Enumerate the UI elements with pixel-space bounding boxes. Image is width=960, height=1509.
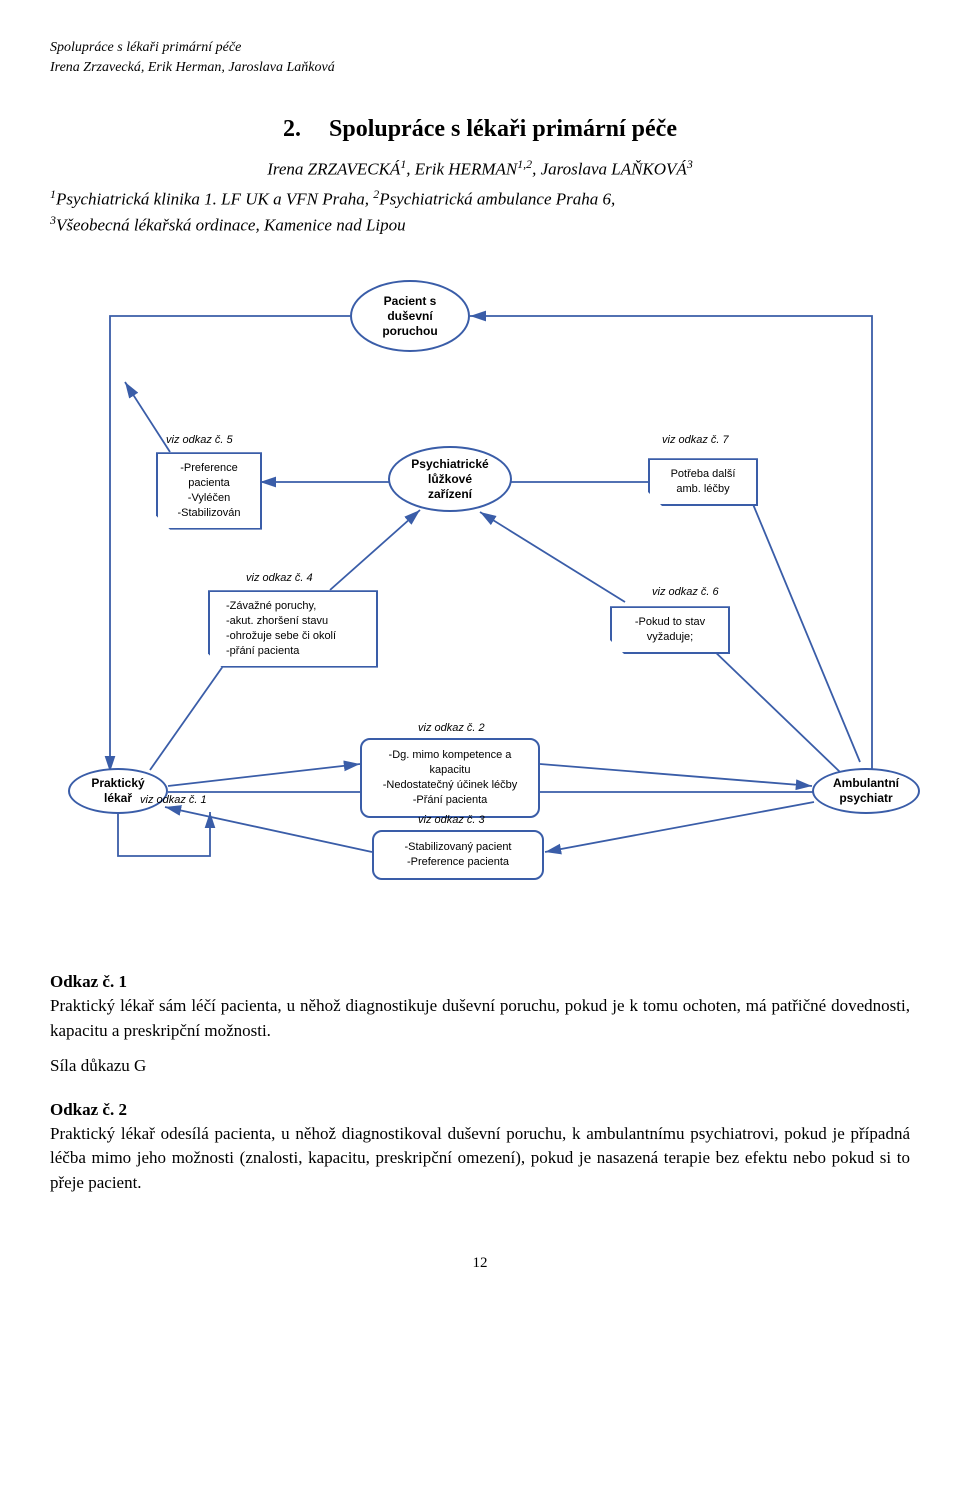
- label-odkaz-6: viz odkaz č. 6: [652, 586, 719, 598]
- label-odkaz-2: viz odkaz č. 2: [418, 722, 485, 734]
- node-stabilizovany: -Stabilizovaný pacient -Preference pacie…: [372, 830, 544, 880]
- node-preference-label: -Preference pacienta -Vyléčen -Stabilizo…: [178, 462, 241, 519]
- page-number: 12: [50, 1255, 910, 1272]
- node-pacient-label: Pacient s duševní poruchou: [382, 294, 437, 339]
- node-psy-luzkove: Psychiatrické lůžkové zařízení: [388, 446, 512, 512]
- author-2-sup: 1,2: [517, 157, 532, 171]
- label-odkaz-7: viz odkaz č. 7: [662, 434, 729, 446]
- node-stabilizovany-label: -Stabilizovaný pacient -Preference pacie…: [404, 841, 511, 868]
- label-odkaz-5: viz odkaz č. 5: [166, 434, 233, 446]
- affil-2: Psychiatrická ambulance Praha 6,: [379, 189, 615, 208]
- label-odkaz-1: viz odkaz č. 1: [140, 794, 207, 806]
- node-preference: -Preference pacienta -Vyléčen -Stabilizo…: [156, 452, 262, 529]
- title-text: Spolupráce s lékaři primární péče: [329, 116, 677, 143]
- heading-odkaz-2: Odkaz č. 2: [50, 1100, 910, 1120]
- affil-3: Všeobecná lékařská ordinace, Kamenice na…: [56, 216, 406, 235]
- running-authors: Irena Zrzavecká, Erik Herman, Jaroslava …: [50, 60, 910, 76]
- author-sep-2: , Jaroslava LAŇKOVÁ: [532, 160, 687, 179]
- node-ambulantni-label: Ambulantní psychiatr: [833, 776, 899, 806]
- node-dg: -Dg. mimo kompetence a kapacitu -Nedosta…: [360, 738, 540, 817]
- node-pokud: -Pokud to stav vyžaduje;: [610, 606, 730, 654]
- running-title: Spolupráce s lékaři primární péče: [50, 40, 910, 56]
- author-sep-1: , Erik HERMAN: [406, 160, 517, 179]
- author-1: Irena ZRZAVECKÁ: [267, 160, 400, 179]
- title-number: 2.: [283, 116, 301, 143]
- paragraph-odkaz-2: Praktický lékař odesílá pacienta, u něho…: [50, 1122, 910, 1196]
- node-pokud-label: -Pokud to stav vyžaduje;: [635, 616, 705, 643]
- node-zavazne: -Závažné poruchy, -akut. zhoršení stavu …: [208, 590, 378, 667]
- affiliations: 1Psychiatrická klinika 1. LF UK a VFN Pr…: [50, 186, 910, 239]
- affil-1: Psychiatrická klinika 1. LF UK a VFN Pra…: [56, 189, 373, 208]
- heading-odkaz-1: Odkaz č. 1: [50, 972, 910, 992]
- node-dg-label: -Dg. mimo kompetence a kapacitu -Nedosta…: [383, 749, 518, 806]
- label-odkaz-3: viz odkaz č. 3: [418, 814, 485, 826]
- node-pacient: Pacient s duševní poruchou: [350, 280, 470, 352]
- node-potreba: Potřeba další amb. léčby: [648, 458, 758, 506]
- node-potreba-label: Potřeba další amb. léčby: [671, 468, 736, 495]
- author-3-sup: 3: [687, 157, 693, 171]
- node-psy-luzkove-label: Psychiatrické lůžkové zařízení: [411, 457, 488, 502]
- label-odkaz-4: viz odkaz č. 4: [246, 572, 313, 584]
- sila-dukazu-1: Síla důkazu G: [50, 1056, 910, 1076]
- node-ambulantni: Ambulantní psychiatr: [812, 768, 920, 814]
- node-prakticky-lekar-label: Praktický lékař: [91, 776, 144, 806]
- paragraph-odkaz-1: Praktický lékař sám léčí pacienta, u něh…: [50, 994, 910, 1043]
- node-prakticky-lekar: Praktický lékař: [68, 768, 168, 814]
- authors-line: Irena ZRZAVECKÁ1, Erik HERMAN1,2, Jarosl…: [50, 157, 910, 180]
- node-zavazne-label: -Závažné poruchy, -akut. zhoršení stavu …: [226, 600, 336, 657]
- page-title: 2. Spolupráce s lékaři primární péče: [50, 116, 910, 143]
- flowchart: Pacient s duševní poruchou viz odkaz č. …: [50, 262, 930, 942]
